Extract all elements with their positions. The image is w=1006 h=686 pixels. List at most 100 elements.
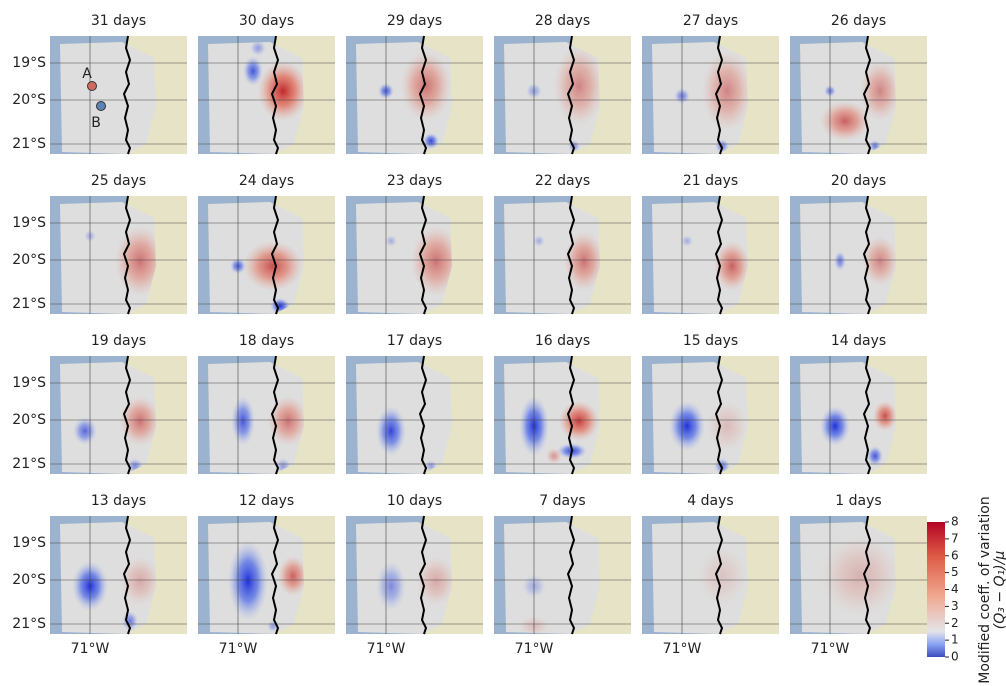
panel-title: 1 days	[835, 493, 881, 509]
colorbar-tick-label: 2	[951, 616, 959, 630]
map-panel	[346, 356, 483, 474]
anomaly	[681, 235, 693, 247]
lon-label: 71°W	[515, 641, 554, 657]
panel-title: 7 days	[539, 493, 585, 509]
map-panel	[790, 516, 927, 634]
lat-label: 19°S	[12, 215, 46, 231]
data-hull	[504, 522, 600, 634]
map-panel	[790, 196, 927, 314]
panel-title: 29 days	[387, 13, 442, 29]
panel-title: 31 days	[91, 13, 146, 29]
lon-label: 71°W	[367, 641, 406, 657]
anomaly	[385, 235, 397, 247]
lat-label: 21°S	[12, 136, 46, 152]
panel-title: 27 days	[683, 13, 738, 29]
colorbar-tick-label: 8	[951, 515, 959, 529]
anomaly	[707, 401, 747, 451]
panel-title: 17 days	[387, 333, 442, 349]
map-panel	[494, 36, 631, 154]
panel-title: 13 days	[91, 493, 146, 509]
colorbar	[927, 522, 945, 657]
colorbar-tick-label: 6	[951, 548, 959, 562]
panel-title: 26 days	[831, 13, 886, 29]
lat-label: 20°S	[12, 572, 46, 588]
anomaly	[554, 46, 604, 126]
anomaly	[820, 536, 900, 616]
anomaly	[873, 401, 897, 431]
map-panel	[346, 196, 483, 314]
lat-label: 19°S	[12, 55, 46, 71]
colorbar-tick-label: 4	[951, 582, 959, 596]
map-panel	[346, 36, 483, 154]
colorbar-tick-label: 3	[951, 599, 959, 613]
colorbar-label: (Q₃ − Q₁)/μ	[992, 551, 1006, 630]
field	[697, 546, 747, 606]
anomaly	[243, 241, 303, 291]
anomaly	[559, 401, 599, 441]
colorbar-tick-label: 7	[951, 531, 959, 545]
station-label: B	[91, 115, 101, 131]
anomaly	[862, 236, 898, 286]
map-panel	[790, 36, 927, 154]
colorbar-tick-label: 0	[951, 650, 959, 664]
lon-label: 71°W	[219, 641, 258, 657]
anomaly	[231, 396, 255, 446]
lat-label: 20°S	[12, 412, 46, 428]
data-hull	[60, 42, 156, 154]
map-panel: AB	[50, 36, 187, 154]
panel-title: 20 days	[831, 173, 886, 189]
panel-title: 12 days	[239, 493, 294, 509]
station-marker	[97, 102, 106, 111]
panel-title: 30 days	[239, 13, 294, 29]
anomaly	[820, 406, 850, 446]
map-panel	[198, 516, 335, 634]
map-panel	[346, 516, 483, 634]
lat-label: 19°S	[12, 375, 46, 391]
panel-title: 15 days	[683, 333, 738, 349]
map-panel	[494, 196, 631, 314]
map-panel	[642, 516, 779, 634]
anomaly	[867, 446, 883, 466]
anomaly	[228, 541, 268, 621]
panel-title: 18 days	[239, 333, 294, 349]
panel-title: 10 days	[387, 493, 442, 509]
map-panel	[494, 516, 631, 636]
map-panel	[50, 356, 187, 474]
map-panel	[198, 196, 335, 314]
panel-title: 24 days	[239, 173, 294, 189]
panel-title: 21 days	[683, 173, 738, 189]
lat-label: 20°S	[12, 252, 46, 268]
lat-label: 19°S	[12, 535, 46, 551]
anomaly	[533, 235, 545, 247]
lon-label: 71°W	[663, 641, 702, 657]
colorbar-label: Modified coeff. of variation	[977, 496, 993, 683]
anomaly	[376, 406, 406, 456]
station-label: A	[82, 66, 92, 82]
anomaly	[820, 101, 870, 141]
anomaly	[669, 401, 705, 451]
data-hull	[356, 362, 452, 474]
panel-title: 22 days	[535, 173, 590, 189]
map-panel	[790, 356, 927, 474]
map-panel	[642, 356, 779, 474]
panel-title: 14 days	[831, 333, 886, 349]
map-panel	[50, 516, 187, 634]
anomaly	[697, 546, 747, 606]
panel-title: 25 days	[91, 173, 146, 189]
anomaly	[243, 56, 263, 86]
panel-title: 16 days	[535, 333, 590, 349]
lat-label: 21°S	[12, 456, 46, 472]
lat-label: 21°S	[12, 296, 46, 312]
anomaly	[258, 61, 308, 121]
lat-label: 21°S	[12, 616, 46, 632]
map-panel	[198, 36, 335, 154]
map-panel	[494, 356, 631, 474]
anomaly	[376, 561, 406, 611]
panel-title: 4 days	[687, 493, 733, 509]
anomaly	[834, 251, 846, 271]
lon-label: 71°W	[71, 641, 110, 657]
panel-title: 19 days	[91, 333, 146, 349]
station-marker	[88, 82, 97, 91]
map-panel	[642, 36, 779, 154]
colorbar-tick-label: 1	[951, 633, 959, 647]
